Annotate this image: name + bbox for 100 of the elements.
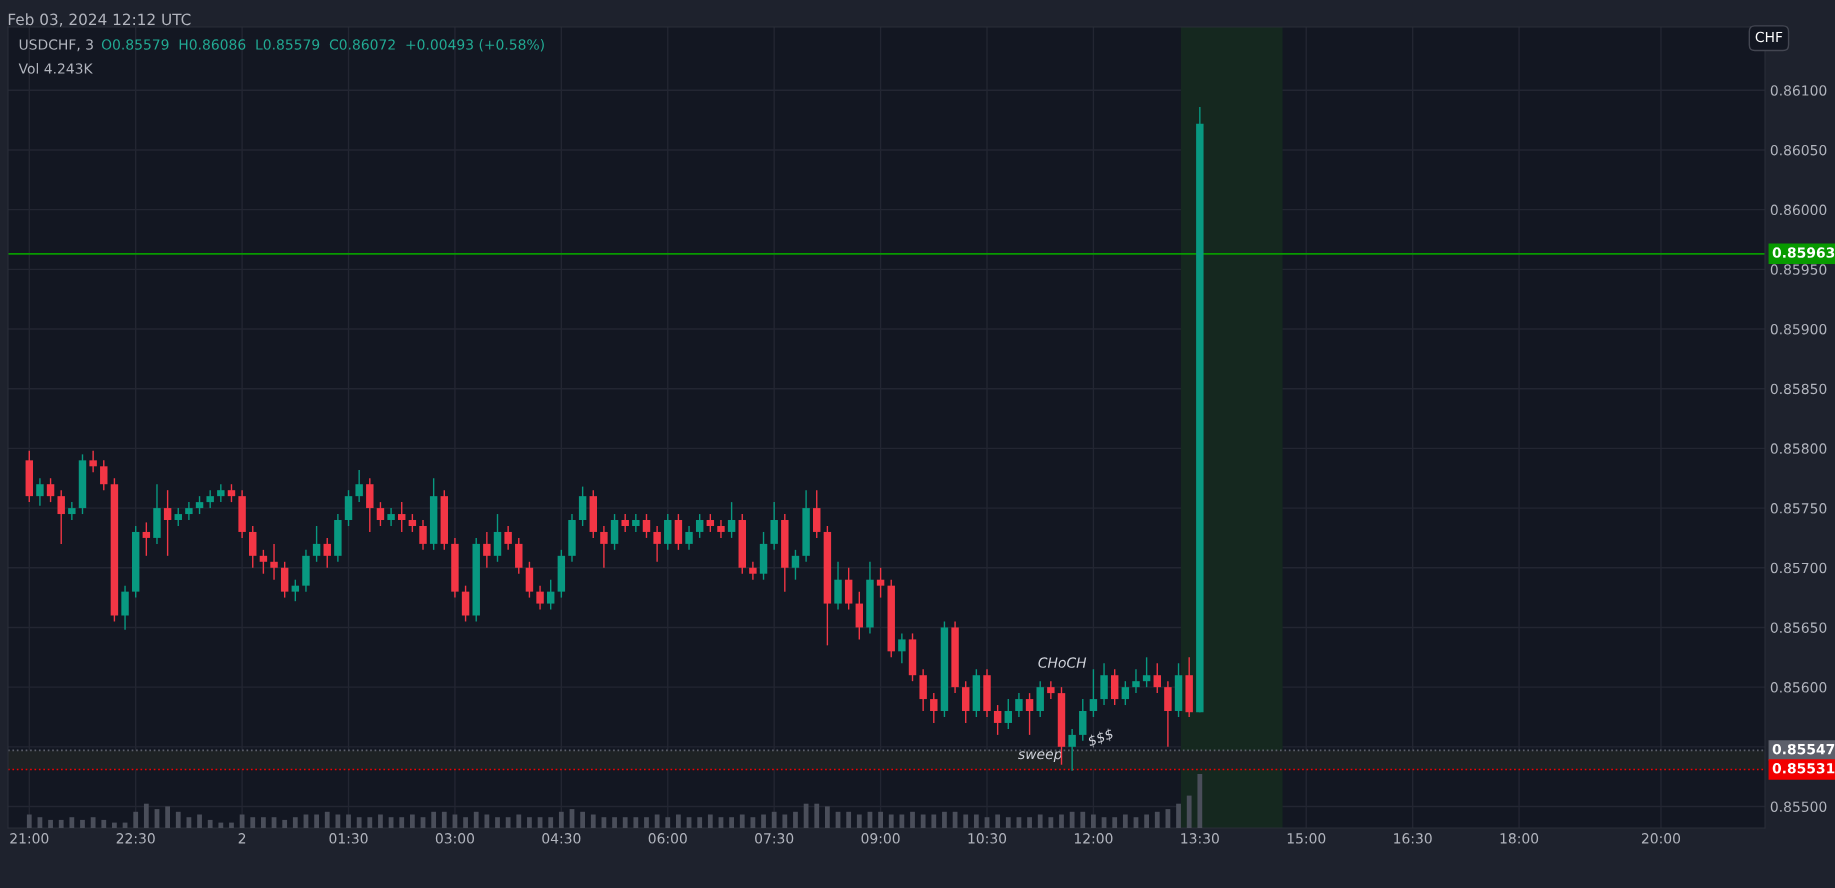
y-tick-label: 0.85800	[1770, 443, 1827, 454]
candlestick	[1036, 680, 1044, 718]
bar	[1005, 817, 1011, 828]
bar	[441, 811, 447, 828]
x-tick-label: 22:30	[116, 833, 155, 844]
candlestick	[525, 561, 534, 599]
x-tick-label: 03:00	[435, 833, 475, 844]
annotation: CHoCH	[1038, 657, 1087, 668]
candlestick	[578, 485, 587, 527]
y-tick-label: 0.85900	[1770, 323, 1827, 335]
bar	[1037, 814, 1043, 828]
annotation: Vol 4.243K	[18, 63, 93, 74]
bar	[910, 811, 915, 828]
bar	[324, 811, 330, 828]
candlestick	[813, 489, 821, 539]
x-tick-label: 20:00	[1641, 833, 1681, 844]
bar	[899, 814, 905, 828]
candlestick	[185, 501, 193, 521]
candlestick	[419, 519, 427, 551]
candlestick	[1121, 680, 1130, 706]
x-tick-label: 06:00	[648, 833, 687, 844]
candlestick	[249, 525, 257, 569]
candlestick	[461, 584, 470, 623]
y-tick-label: 0.86100	[1770, 85, 1827, 96]
candlestick	[1025, 692, 1034, 736]
bar	[931, 814, 937, 828]
text: O0.85579 H0.86086 L0.85579 C0.86072 +0.00493 (+0.58%)	[101, 39, 544, 52]
bar	[197, 814, 202, 828]
bar	[495, 817, 500, 828]
x-tick-label: 2	[238, 833, 246, 844]
bar	[473, 811, 479, 828]
candlestick	[1068, 728, 1076, 772]
bar	[729, 817, 734, 828]
bar	[697, 817, 703, 828]
bar	[665, 817, 671, 828]
candlestick	[770, 501, 778, 551]
candlestick	[57, 489, 65, 545]
candlestick	[664, 513, 672, 551]
candlestick	[727, 501, 736, 539]
bar	[484, 814, 490, 828]
bar	[973, 814, 979, 828]
bar	[644, 817, 649, 828]
candlestick	[270, 543, 278, 581]
candlestick	[961, 680, 970, 724]
candlestick	[366, 477, 374, 533]
x-tick-label: 13:30	[1181, 833, 1219, 844]
bar	[878, 811, 883, 828]
candlestick	[1153, 662, 1161, 694]
bar	[48, 819, 53, 828]
candlestick	[685, 525, 693, 551]
bar	[654, 814, 660, 828]
bar	[920, 814, 926, 828]
bar	[90, 817, 96, 828]
bar	[782, 814, 788, 828]
candlestick	[930, 692, 938, 724]
bar	[590, 814, 596, 828]
x-tick-label: 04:30	[542, 833, 581, 844]
candlestick	[1110, 668, 1119, 706]
bar	[580, 811, 586, 828]
y-tick-label: 0.85650	[1770, 622, 1827, 633]
x-tick-label: 21:00	[10, 833, 49, 844]
bar	[346, 814, 351, 828]
y-tick-label: 0.85850	[1770, 383, 1827, 395]
bar	[516, 814, 522, 828]
candlestick	[312, 525, 321, 563]
y-tick-label: 0.85950	[1770, 264, 1827, 275]
candlestick	[1015, 692, 1023, 718]
candlestick	[46, 477, 55, 503]
bar	[1186, 795, 1192, 828]
bar	[995, 814, 1001, 828]
bar	[229, 822, 234, 828]
candlestick	[653, 525, 661, 563]
bar	[335, 814, 341, 828]
candlestick	[1004, 698, 1013, 730]
candlestick	[1164, 680, 1172, 748]
bar	[814, 803, 820, 828]
candlestick	[483, 531, 491, 569]
text: USDCHF, 3	[19, 39, 93, 52]
bar	[431, 811, 437, 828]
bar	[963, 814, 969, 828]
annotation: sweep	[1018, 751, 1062, 762]
bar	[26, 814, 32, 828]
candlestick	[344, 489, 353, 527]
candlestick	[600, 525, 608, 569]
bar	[314, 814, 319, 828]
x-tick-label: 18:00	[1500, 833, 1539, 844]
candlestick	[610, 513, 619, 551]
text: Feb 03, 2024 12:12 UTC	[8, 13, 191, 27]
bar	[856, 814, 862, 828]
bar	[239, 814, 245, 828]
bar	[1197, 774, 1203, 828]
bar	[207, 819, 213, 828]
candlestick	[515, 537, 523, 575]
candlestick	[387, 507, 395, 527]
bar	[250, 817, 256, 828]
x-tick-label: 09:00	[861, 833, 900, 844]
bar	[527, 817, 532, 828]
candlestick	[68, 501, 76, 521]
bar	[771, 811, 777, 828]
candlestick	[749, 561, 757, 581]
